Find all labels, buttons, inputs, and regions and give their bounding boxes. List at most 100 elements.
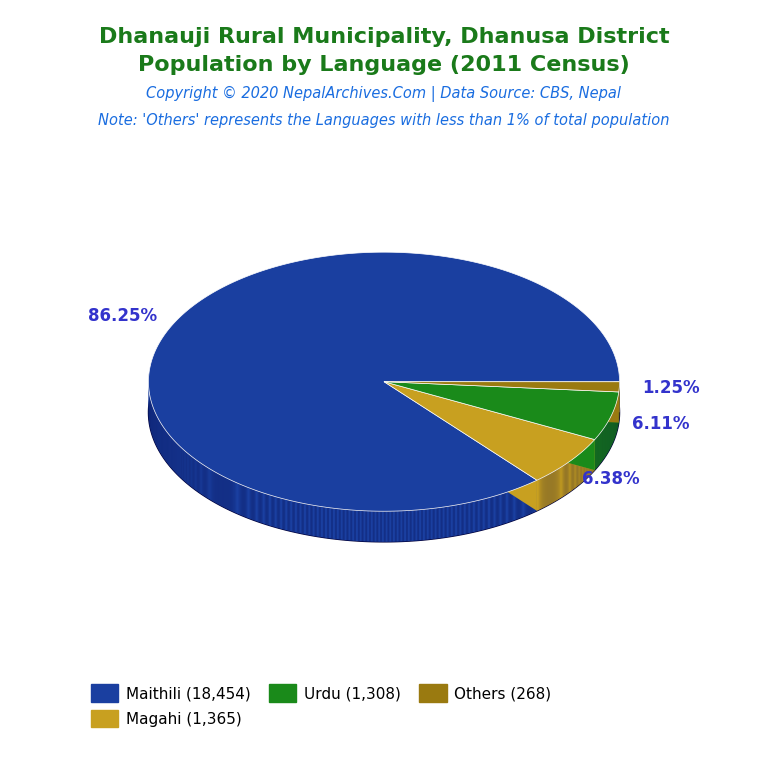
Polygon shape [293,502,295,532]
Polygon shape [262,492,263,524]
Polygon shape [310,505,312,535]
Polygon shape [419,510,420,541]
Polygon shape [518,488,520,518]
Polygon shape [483,499,484,530]
Polygon shape [361,511,362,541]
Polygon shape [502,493,504,525]
Polygon shape [273,496,275,527]
Polygon shape [568,462,569,493]
Polygon shape [472,502,473,532]
Polygon shape [458,505,460,535]
Polygon shape [528,484,529,515]
Polygon shape [216,472,217,503]
Polygon shape [229,479,230,510]
Polygon shape [468,502,469,534]
Polygon shape [541,478,542,508]
Polygon shape [190,455,191,487]
Polygon shape [375,511,376,541]
Polygon shape [357,511,359,541]
Polygon shape [300,503,301,534]
Polygon shape [338,508,339,539]
Polygon shape [251,488,253,520]
Polygon shape [564,464,565,495]
Polygon shape [560,467,561,498]
Polygon shape [297,502,299,533]
Polygon shape [453,505,455,536]
Polygon shape [531,482,533,513]
Polygon shape [246,487,247,518]
Polygon shape [189,454,190,485]
Polygon shape [384,382,619,422]
Polygon shape [433,508,435,539]
Polygon shape [237,483,238,514]
Polygon shape [232,481,233,511]
Polygon shape [516,488,518,519]
Polygon shape [533,482,534,513]
Polygon shape [379,511,380,542]
Polygon shape [305,504,306,535]
Polygon shape [213,471,214,502]
Polygon shape [217,473,219,505]
Polygon shape [415,510,416,541]
Polygon shape [548,474,549,505]
Polygon shape [529,483,531,514]
Polygon shape [260,492,262,523]
Polygon shape [511,490,513,521]
Polygon shape [220,475,221,506]
Polygon shape [226,478,227,508]
Polygon shape [223,476,224,508]
Polygon shape [429,508,431,539]
Polygon shape [376,511,378,541]
Polygon shape [195,459,196,490]
Polygon shape [556,469,558,501]
Polygon shape [378,511,379,541]
Polygon shape [465,503,466,534]
Polygon shape [321,506,322,538]
Polygon shape [559,468,560,499]
Polygon shape [303,504,305,535]
Polygon shape [241,485,243,516]
Polygon shape [469,502,470,533]
Polygon shape [227,478,229,510]
Polygon shape [561,466,562,498]
Polygon shape [266,494,267,525]
Polygon shape [264,493,265,525]
Polygon shape [257,491,258,521]
Polygon shape [194,458,195,490]
Polygon shape [270,495,271,526]
Polygon shape [200,462,201,494]
Polygon shape [524,485,525,516]
Text: 1.25%: 1.25% [642,379,700,397]
Polygon shape [492,497,493,528]
Polygon shape [391,511,392,541]
Polygon shape [466,503,468,534]
Polygon shape [405,511,406,541]
Polygon shape [236,482,237,514]
Polygon shape [444,507,445,538]
Polygon shape [230,480,232,511]
Polygon shape [275,496,276,528]
Polygon shape [211,469,212,501]
Polygon shape [343,509,345,540]
Polygon shape [543,477,545,508]
Polygon shape [464,503,465,535]
Polygon shape [449,506,451,537]
Polygon shape [432,508,433,539]
Polygon shape [571,459,573,491]
Polygon shape [484,498,485,530]
Polygon shape [427,509,428,540]
Polygon shape [425,509,427,540]
Polygon shape [420,510,422,541]
Polygon shape [292,501,293,532]
Polygon shape [479,500,480,531]
Polygon shape [500,494,501,525]
Text: 86.25%: 86.25% [88,306,157,325]
Polygon shape [326,507,327,538]
Polygon shape [398,511,399,541]
Polygon shape [508,492,509,522]
Polygon shape [382,511,383,542]
Polygon shape [462,504,464,535]
Polygon shape [308,505,309,535]
Polygon shape [478,500,479,531]
Text: 6.11%: 6.11% [632,415,690,433]
